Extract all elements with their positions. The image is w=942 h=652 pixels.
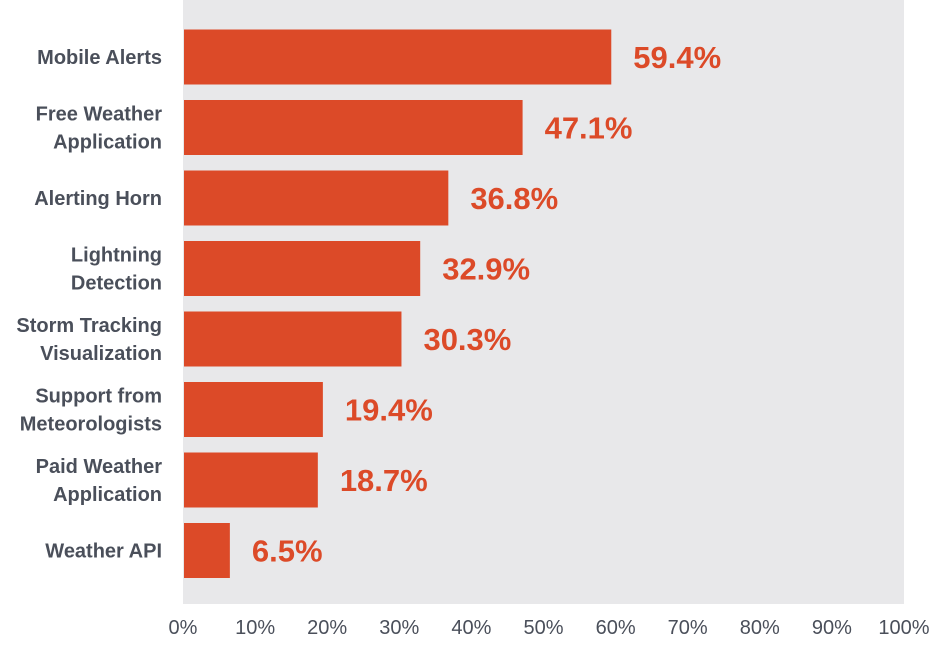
plot-background [183,0,904,604]
bar [184,100,523,155]
x-tick-label: 60% [596,617,636,639]
value-label: 59.4% [633,40,721,75]
bar [184,241,421,296]
x-tick-label: 90% [812,617,852,639]
x-tick-label: 40% [451,617,491,639]
category-label: Support from Meteorologists [20,386,162,436]
value-label: 6.5% [252,534,323,569]
x-tick-label: 50% [523,617,563,639]
category-labels: Mobile Alerts Free Weather Application Aler… [16,47,162,563]
value-labels: 59.4% 47.1% 36.8% 32.9% 30.3% 19.4% 18.7% 6.5% [252,40,721,569]
category-label: Mobile Alerts [37,47,162,69]
value-label: 30.3% [423,322,511,357]
category-label: Lightning Detection [71,245,162,295]
category-label: Free Weather Application [36,104,163,154]
x-axis-tick-labels: 0% 10% 20% 30% 40% 50% 60% 70% 80% 90% 100% [169,617,930,639]
bar [184,382,323,437]
bar [184,523,230,578]
value-label: 32.9% [442,252,530,287]
value-label: 19.4% [345,393,433,428]
bar [184,452,318,508]
bar [184,311,402,367]
bars-group [184,29,612,578]
x-tick-label: 70% [668,617,708,639]
x-tick-label: 100% [878,617,929,639]
bar [184,29,612,85]
value-label: 47.1% [545,111,633,146]
category-label: Paid Weather Application [36,456,163,506]
x-tick-label: 30% [379,617,419,639]
value-label: 18.7% [340,463,428,498]
category-label: Alerting Horn [34,188,162,210]
value-label: 36.8% [470,181,558,216]
category-label: Weather API [45,541,162,563]
category-label: Storm Tracking Visualization [16,315,162,365]
x-tick-label: 10% [235,617,275,639]
x-tick-label: 0% [169,617,198,639]
x-tick-label: 20% [307,617,347,639]
bar [184,170,449,226]
x-tick-label: 80% [740,617,780,639]
